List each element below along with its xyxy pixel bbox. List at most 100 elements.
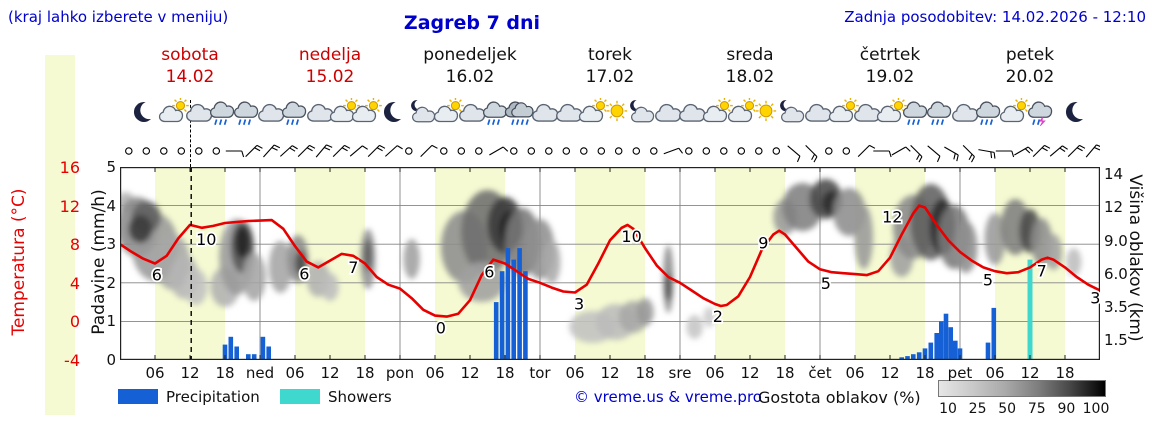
temperature-value-label: 6 (299, 265, 309, 284)
x-axis-tick-label: 12 (1020, 364, 1040, 382)
precipitation-tick-label: 5 (106, 158, 116, 176)
cloud-density-tick-label: 50 (998, 401, 1017, 417)
temperature-value-label: 3 (1090, 289, 1100, 308)
wind-calm-icon (195, 147, 203, 155)
wind-barb-icon (279, 145, 298, 157)
wind-calm-icon (842, 147, 851, 155)
x-axis-tick-label: 18 (215, 364, 235, 382)
shower-bars (1027, 259, 1033, 360)
x-axis-tick-label: 12 (880, 364, 900, 382)
temperature-line (120, 204, 1100, 318)
x-axis-tick-label: 06 (985, 364, 1005, 382)
x-axis-tick-label: pon (385, 364, 415, 382)
wind-calm-icon (755, 147, 763, 155)
wind-barb-icon (978, 149, 996, 159)
wind-calm-icon (720, 147, 728, 155)
x-axis-tick-label: 06 (285, 364, 305, 382)
day-name: nedelja (298, 45, 362, 65)
wind-barb-icon (1067, 144, 1086, 158)
weather-icon-cloud-rain (480, 98, 512, 126)
left-margin-band (45, 55, 75, 415)
x-axis-tick-label: 06 (705, 364, 725, 382)
cloud-density-tick-label: 75 (1027, 401, 1046, 417)
x-axis-tick-label: ned (245, 364, 275, 382)
cloud-density-tick-label: 25 (968, 401, 987, 417)
wind-calm-icon (562, 147, 571, 155)
weather-icon-cloud-rain (279, 98, 311, 126)
cloud-height-tick-label: 12 (1104, 198, 1124, 216)
precipitation-axis-title: Padavine (mm/h) (89, 189, 109, 335)
day-name: sreda (726, 45, 774, 65)
weather-icon-cloud-rain (900, 98, 932, 126)
wind-calm-icon (125, 147, 133, 155)
page-title: Zagreb 7 dni (403, 12, 541, 34)
day-name: sobota (161, 45, 219, 65)
weather-icon-cloud-sun (701, 97, 733, 126)
temperature-value-label: 5 (983, 270, 993, 289)
temperature-value-label: 6 (484, 263, 494, 282)
wind-barb-row (125, 144, 1100, 163)
wind-barb-icon (349, 145, 368, 157)
wind-calm-icon (772, 147, 781, 155)
precipitation-tick-label: 2 (106, 273, 116, 292)
day-date: 14.02 (165, 67, 215, 87)
day-name: ponedeljek (423, 45, 517, 65)
wind-barb-icon (420, 144, 438, 158)
cloud-height-tick-label: 3.5 (1104, 298, 1128, 316)
temperature-tick-label: 12 (59, 196, 80, 216)
day-name: torek (588, 45, 632, 65)
wind-barb-icon (263, 144, 281, 158)
wind-calm-icon (440, 147, 448, 155)
wind-calm-icon (737, 147, 746, 155)
cloud-density-label: Gostota oblakov (%) (758, 388, 921, 407)
wind-calm-icon (825, 147, 833, 155)
wind-calm-icon (545, 147, 553, 155)
wind-barb-icon (944, 146, 959, 162)
weather-icon-cloud-thunder (1025, 98, 1057, 128)
precipitation-legend-label: Precipitation (166, 388, 260, 406)
wind-calm-icon (177, 147, 186, 155)
daylight-band (715, 167, 785, 360)
x-axis-tick-label: 12 (600, 364, 620, 382)
day-date: 20.02 (1005, 67, 1055, 87)
wind-calm-icon (597, 147, 606, 155)
wind-barb-icon (787, 145, 801, 163)
wind-calm-icon (405, 147, 413, 155)
wind-calm-icon (457, 147, 466, 155)
x-axis-tick-label: 12 (460, 364, 480, 382)
showers-legend-label: Showers (328, 388, 392, 406)
weather-icon-cloud-rain (973, 98, 1005, 126)
weather-icon-cloud-sun (432, 97, 464, 126)
x-axis-tick-label: 06 (145, 364, 165, 382)
cloud-height-tick-label: 6.0 (1104, 265, 1128, 283)
x-axis-tick-label: 12 (740, 364, 760, 382)
wind-calm-icon (650, 147, 658, 155)
menu-hint: (kraj lahko izberete v meniju) (8, 8, 229, 26)
weather-icon-cloud-sun (726, 97, 758, 126)
x-axis-tick-label: tor (529, 364, 551, 382)
weather-icon-moon (379, 98, 411, 126)
temperature-tick-label: 4 (69, 273, 80, 293)
temperature-value-label: 6 (152, 266, 162, 285)
weather-icon-cloud-sun (577, 97, 609, 126)
temperature-value-label: 10 (196, 230, 216, 249)
wind-barb-icon (367, 144, 386, 158)
temperature-tick-label: 8 (69, 235, 80, 255)
credit-link[interactable]: © vreme.us & vreme.pro (574, 388, 762, 406)
x-axis-tick-label: 18 (635, 364, 655, 382)
temperature-value-label: 7 (1037, 262, 1047, 281)
wind-barb-icon (225, 150, 245, 158)
precipitation-tick-label: 0 (106, 351, 116, 369)
weather-icon-cloud-sun (157, 97, 189, 126)
x-axis-tick-label: 06 (565, 364, 585, 382)
x-axis-tick-label: 18 (495, 364, 515, 382)
x-axis-tick-label: 12 (180, 364, 200, 382)
temperature-tick-label: -4 (64, 351, 80, 370)
temperature-tick-label: 0 (69, 312, 80, 332)
day-date: 19.02 (865, 67, 915, 87)
temperature-axis-title: Temperatura (°C) (9, 188, 29, 336)
precipitation-tick-label: 1 (106, 312, 116, 331)
temperature-value-label: 7 (348, 258, 358, 277)
day-name: petek (1005, 45, 1055, 65)
